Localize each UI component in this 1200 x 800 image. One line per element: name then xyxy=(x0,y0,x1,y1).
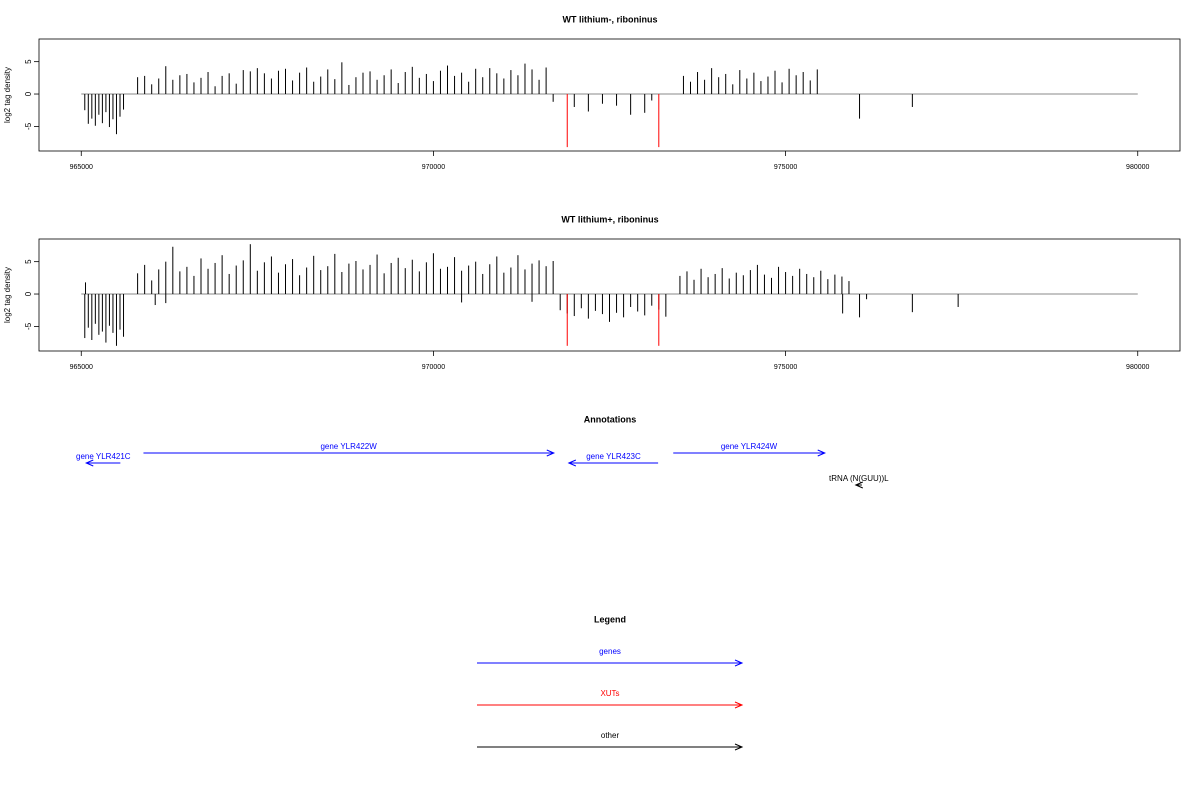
y-tick-label: 0 xyxy=(24,91,33,96)
legend-label: genes xyxy=(599,647,621,656)
x-tick-label: 965000 xyxy=(70,164,93,171)
y-tick-label: 5 xyxy=(24,259,33,264)
arrow xyxy=(673,449,827,457)
arrow xyxy=(477,659,744,667)
annotation-label: gene YLR423C xyxy=(586,452,641,461)
x-tick-label: 965000 xyxy=(70,364,93,371)
y-tick-label: 5 xyxy=(24,59,33,64)
arrow xyxy=(567,459,659,467)
arrow xyxy=(854,481,863,489)
x-tick-label: 975000 xyxy=(774,364,797,371)
x-tick-label: 980000 xyxy=(1126,164,1149,171)
arrow xyxy=(143,449,556,457)
y-tick-label: -5 xyxy=(24,122,33,130)
y-axis-label: log2 tag density xyxy=(3,267,12,323)
arrow xyxy=(84,459,121,467)
annotation-label: gene YLR424W xyxy=(721,442,778,451)
arrow xyxy=(477,701,744,709)
legend-label: XUTs xyxy=(600,689,619,698)
annotation-label: gene YLR421C xyxy=(76,452,131,461)
annotations-title: Annotations xyxy=(584,414,637,424)
annotation-label: tRNA (N(GUU))L xyxy=(829,474,889,483)
legend-label: other xyxy=(601,731,620,740)
y-tick-label: -5 xyxy=(24,322,33,330)
x-tick-label: 970000 xyxy=(422,364,445,371)
annotation-label: gene YLR422W xyxy=(320,442,377,451)
legend-title: Legend xyxy=(594,614,626,624)
x-tick-label: 980000 xyxy=(1126,364,1149,371)
x-tick-label: 970000 xyxy=(422,164,445,171)
chart-title: WT lithium-, riboninus xyxy=(563,14,658,24)
x-tick-label: 975000 xyxy=(774,164,797,171)
plot-frame xyxy=(38,38,1181,152)
arrow xyxy=(477,743,744,751)
y-axis-label: log2 tag density xyxy=(3,67,12,123)
chart-title: WT lithium+, riboninus xyxy=(561,214,658,224)
plot-frame xyxy=(38,238,1181,352)
y-tick-label: 0 xyxy=(24,291,33,296)
